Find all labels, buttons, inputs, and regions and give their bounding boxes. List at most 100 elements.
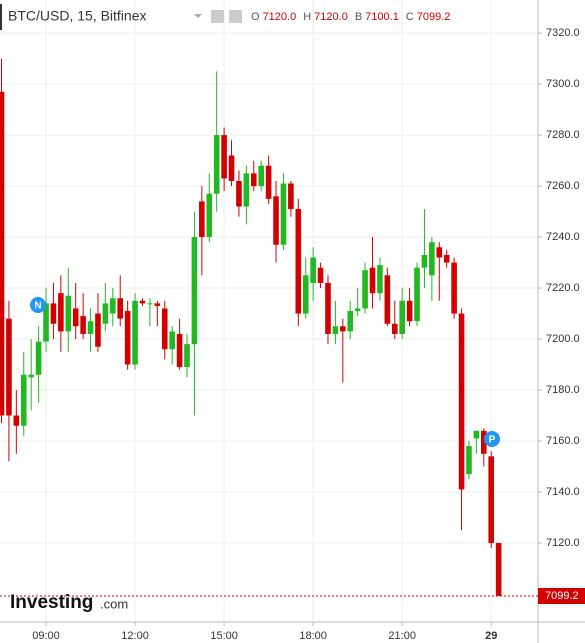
event-marker — [484, 431, 500, 447]
candle-body — [280, 183, 287, 245]
candle-body — [139, 300, 146, 304]
candle-body — [154, 303, 161, 306]
ohlc-value: 7120.0 — [314, 11, 348, 23]
x-tick-label: 15:00 — [210, 630, 238, 642]
ohlc-key: H — [303, 11, 311, 23]
candle-body — [169, 331, 175, 350]
candle-body — [347, 311, 354, 332]
chart-title: BTC/USD, 15, Bitfinex — [8, 8, 147, 24]
candle-body — [221, 135, 227, 179]
ohlc-value: 7100.1 — [365, 11, 399, 23]
candle-body — [354, 308, 361, 311]
candle-body — [176, 333, 183, 368]
brand-suffix: .com — [100, 596, 128, 611]
candle-body — [43, 303, 49, 342]
brand-name: Investing — [10, 592, 93, 613]
candle-body — [184, 344, 190, 368]
candle-body — [13, 415, 20, 426]
candle-body — [406, 300, 413, 322]
settings-icon[interactable] — [211, 10, 224, 23]
candle-body — [391, 323, 398, 334]
y-tick-label: 7220.0 — [546, 282, 580, 294]
y-tick-label: 7240.0 — [546, 231, 580, 243]
candle-body — [377, 265, 383, 294]
x-tick-label: 21:00 — [388, 630, 416, 642]
candle-body — [50, 303, 57, 324]
candle-body — [488, 456, 495, 543]
x-tick-label: 18:00 — [299, 630, 327, 642]
candle-body — [117, 298, 124, 319]
candle-body — [124, 311, 131, 365]
candle-body — [273, 196, 279, 245]
candle-body — [414, 267, 420, 322]
y-tick-label: 7180.0 — [546, 384, 580, 396]
settings-icon[interactable] — [229, 10, 242, 23]
y-tick-label: 7280.0 — [546, 129, 580, 141]
candle-body — [161, 308, 168, 350]
candle-body — [399, 300, 405, 334]
ohlc-value: 7099.2 — [417, 11, 451, 23]
y-tick-label: 7200.0 — [546, 333, 580, 345]
candle-body — [58, 293, 64, 332]
x-tick-label: 09:00 — [32, 630, 60, 642]
candle-body — [458, 313, 465, 490]
x-tick-label: 29 — [485, 630, 497, 642]
y-tick-label: 7120.0 — [546, 537, 580, 549]
event-marker-label[interactable]: N — [34, 301, 41, 312]
header: BTC/USD, 15, Bitfinex O 7120.0 H 7120.0 B 710… — [0, 4, 450, 30]
candle-body — [213, 135, 220, 194]
candles — [0, 58, 502, 596]
candle-body — [302, 275, 309, 314]
candle-body — [258, 165, 264, 187]
last-price-tag — [538, 587, 585, 604]
ohlc-key: O — [251, 11, 260, 23]
candle-body — [132, 300, 138, 365]
candle-body — [147, 303, 153, 305]
candle-body — [0, 91, 5, 416]
header-marker — [0, 4, 2, 30]
candle-body — [87, 321, 94, 334]
ohlc-value: 7120.0 — [263, 11, 297, 23]
ohlc-key: C — [406, 11, 414, 23]
candle-body — [199, 201, 205, 238]
candle-body — [243, 173, 250, 207]
candle-body — [236, 180, 242, 207]
y-tick-label: 7320.0 — [546, 27, 580, 39]
candle-body — [206, 193, 213, 238]
candle-body — [102, 303, 109, 324]
ohlc-key: B — [355, 11, 362, 23]
event-marker — [30, 297, 46, 313]
dropdown-icon[interactable] — [194, 14, 202, 18]
candle-body — [265, 165, 272, 199]
candle-body — [95, 313, 101, 347]
brand-logo: Investing .com — [10, 592, 128, 613]
y-tick-label: 7140.0 — [546, 486, 580, 498]
x-tick-label: 12:00 — [121, 630, 149, 642]
candle-body — [72, 308, 79, 327]
candle-body — [288, 183, 294, 210]
candle-body — [65, 295, 72, 332]
candle-body — [362, 270, 368, 309]
y-tick-label: 7300.0 — [546, 78, 580, 90]
candle-body — [421, 254, 428, 268]
y-tick-label: 7160.0 — [546, 435, 580, 447]
candle-body — [191, 237, 198, 345]
candle-body — [35, 341, 42, 375]
candle-body — [369, 267, 376, 294]
grid — [0, 0, 538, 622]
candle-body — [436, 247, 443, 258]
candle-body — [451, 262, 457, 314]
candle-body — [495, 542, 502, 596]
candle-body — [384, 275, 391, 324]
candle-body — [340, 326, 346, 332]
candle-body — [20, 374, 27, 426]
candle-body — [317, 267, 324, 283]
candle-body — [295, 209, 302, 314]
candle-body — [466, 446, 472, 475]
event-marker-label[interactable]: P — [489, 435, 496, 446]
candle-body — [110, 298, 116, 314]
candle-body — [473, 430, 480, 439]
overlay: 7099.2 N P — [0, 297, 585, 604]
candle-body — [332, 326, 339, 334]
